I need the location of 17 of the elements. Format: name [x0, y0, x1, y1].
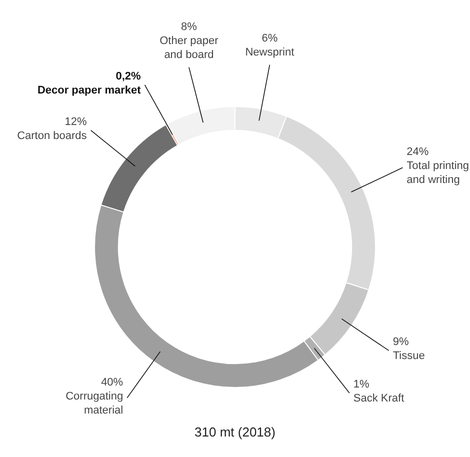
slice-label: Newsprint: [245, 46, 294, 58]
slice-label: Other paper and board: [160, 34, 219, 61]
slice-label: Corrugating material: [66, 390, 124, 416]
slice-label: Tissue: [392, 350, 425, 362]
data-label: 1%: [353, 378, 370, 391]
data-label: 6%: [262, 32, 278, 44]
data-label: 12%: [64, 116, 88, 128]
data-label: 40%: [101, 376, 124, 388]
text: 310 mt (2018): [194, 424, 276, 440]
slice-label: Decor paper market: [37, 84, 142, 96]
slice-label: Carton boards: [17, 130, 88, 142]
slice-label: Total printing and writing: [406, 160, 470, 186]
slice-label: Sack Kraft: [353, 392, 404, 405]
data-label: 9%: [392, 336, 409, 348]
data-label: 24%: [406, 146, 429, 158]
data-label: 8%: [181, 20, 198, 33]
data-label: 0,2%: [116, 70, 141, 82]
